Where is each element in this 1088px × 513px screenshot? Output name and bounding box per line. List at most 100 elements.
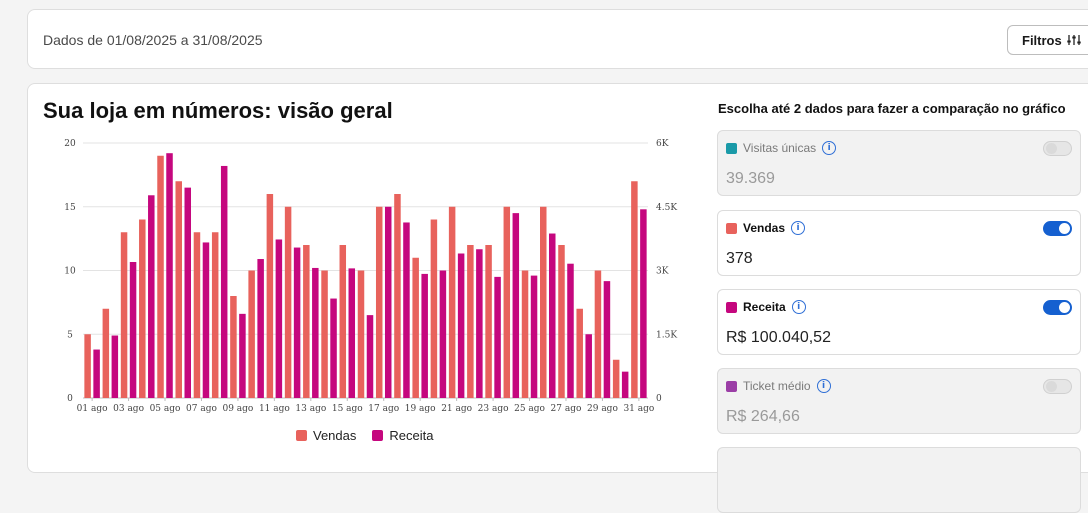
date-range-text: Dados de 01/08/2025 a 31/08/2025 (43, 32, 263, 48)
bar-receita (512, 213, 520, 398)
bar-vendas (102, 308, 110, 398)
x-tick-label: 31 ago (623, 404, 654, 414)
metric-color-swatch (726, 142, 737, 154)
bar-receita (93, 349, 100, 398)
x-tick-label: 29 ago (587, 404, 618, 414)
bar-receita (129, 262, 137, 398)
bar-vendas (175, 181, 182, 398)
bar-vendas (448, 206, 456, 398)
bar-receita (330, 298, 337, 398)
metric-label: Receita (743, 300, 786, 314)
chart-legend: Vendas Receita (296, 428, 433, 443)
bar-receita (549, 233, 556, 398)
sliders-icon (1067, 35, 1081, 45)
bar-receita (421, 273, 428, 398)
page-title: Sua loja em números: visão geral (43, 98, 393, 123)
x-tick-label: 23 ago (478, 404, 509, 414)
bar-vendas (576, 308, 583, 398)
metric-color-swatch (726, 222, 737, 234)
x-tick-label: 09 ago (222, 404, 253, 414)
metric-value: 39.369 (726, 170, 775, 187)
x-tick-label: 15 ago (332, 404, 363, 414)
bar-receita (220, 165, 228, 398)
bar-vendas (375, 206, 383, 398)
bar-vendas (284, 206, 292, 398)
bar-vendas (339, 245, 347, 398)
metric-card-next (717, 447, 1081, 513)
info-icon[interactable]: i (791, 300, 806, 314)
y-right-tick-label: 0 (656, 394, 662, 404)
y-left-tick-label: 5 (67, 330, 73, 340)
bar-receita (111, 335, 119, 398)
bar-receita (530, 275, 538, 398)
metric-label: Visitas únicas (743, 141, 817, 155)
bar-receita (494, 276, 501, 398)
bar-vendas (139, 219, 146, 398)
bar-receita (348, 268, 356, 398)
legend-item-vendas[interactable]: Vendas (296, 428, 356, 443)
metric-card-receita: Receita i R$ 100.040,52 (717, 289, 1081, 355)
sales-revenue-chart: 0 0 5 1.5K 10 3K 15 4.5K 20 6K 01 ago 03 ago 05 ago 0… (64, 139, 677, 414)
bar-receita (239, 313, 246, 398)
bar-receita (567, 263, 574, 398)
x-tick-label: 11 ago (259, 404, 290, 414)
bar-receita (476, 249, 483, 398)
legend-swatch-receita (372, 430, 384, 441)
y-left-tick-label: 10 (64, 267, 76, 277)
overview-card: Sua loja em números: visão geral 0 0 5 1.5K… (27, 83, 1088, 513)
metric-label: Vendas (743, 221, 786, 235)
receita-toggle[interactable] (1043, 300, 1072, 315)
date-filter-bar: Dados de 01/08/2025 a 31/08/2025 Filtros (27, 9, 1088, 69)
bar-vendas (230, 296, 237, 398)
bar-vendas (485, 245, 492, 398)
x-tick-label: 27 ago (551, 404, 582, 414)
metric-color-swatch (726, 380, 737, 392)
bar-vendas (540, 206, 547, 398)
info-icon[interactable]: i (816, 379, 831, 393)
metric-value: R$ 100.040,52 (726, 329, 831, 346)
bar-receita (621, 371, 629, 398)
x-tick-label: 21 ago (441, 404, 472, 414)
bar-receita (403, 222, 410, 398)
bar-vendas (558, 245, 565, 398)
filters-button[interactable]: Filtros (1007, 25, 1088, 55)
comparison-panel-title: Escolha até 2 dados para fazer a compara… (718, 101, 1066, 116)
visitas-unicas-toggle[interactable] (1043, 141, 1072, 156)
ticket-medio-toggle[interactable] (1043, 379, 1072, 394)
x-tick-label: 01 ago (77, 404, 108, 414)
y-right-tick-label: 6K (656, 139, 669, 149)
metric-card-visitas-unicas: Visitas únicas i 39.369 (717, 130, 1081, 196)
metric-card-ticket-medio: Ticket médio i R$ 264,66 (717, 368, 1081, 434)
bar-receita (293, 247, 301, 398)
bar-vendas (321, 270, 328, 398)
bar-vendas (120, 232, 128, 398)
metric-card-vendas: Vendas i 378 (717, 210, 1081, 276)
metric-value: R$ 264,66 (726, 408, 800, 425)
x-tick-label: 05 ago (150, 404, 181, 414)
bar-receita (275, 239, 283, 398)
bar-receita (585, 334, 592, 398)
bar-receita (603, 281, 611, 398)
legend-item-receita[interactable]: Receita (372, 428, 433, 443)
bar-vendas (193, 232, 201, 398)
x-tick-label: 07 ago (186, 404, 217, 414)
x-tick-label: 19 ago (405, 404, 436, 414)
legend-swatch-vendas (296, 430, 307, 441)
bar-receita (202, 242, 210, 398)
bar-vendas (631, 181, 638, 398)
bar-receita (640, 209, 647, 398)
y-right-tick-label: 1.5K (656, 330, 677, 340)
bar-vendas (594, 270, 602, 398)
info-icon[interactable]: i (822, 141, 837, 155)
bar-receita (384, 206, 392, 398)
bar-receita (312, 267, 319, 398)
info-icon[interactable]: i (791, 221, 806, 235)
y-left-tick-label: 20 (64, 139, 76, 149)
bar-receita (148, 195, 155, 398)
bar-vendas (248, 270, 255, 398)
vendas-toggle[interactable] (1043, 221, 1072, 236)
bar-vendas (503, 206, 511, 398)
bar-receita (439, 270, 447, 398)
bar-receita (166, 153, 173, 398)
bar-receita (366, 315, 374, 398)
